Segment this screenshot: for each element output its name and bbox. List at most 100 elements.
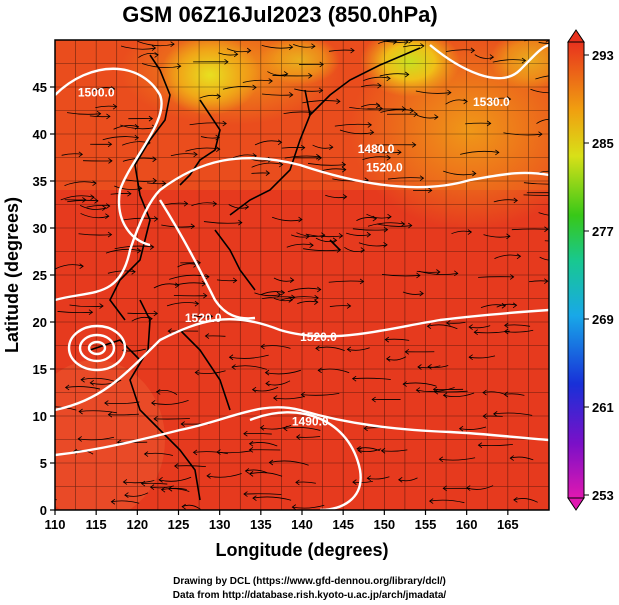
- streamline: [297, 300, 318, 304]
- streamline-arrow: [386, 75, 391, 82]
- streamline: [429, 499, 465, 504]
- streamline-arrow: [204, 333, 210, 339]
- streamline: [530, 88, 549, 94]
- streamline: [245, 469, 268, 474]
- streamline-arrow: [149, 484, 155, 490]
- streamline: [544, 240, 549, 242]
- streamline: [280, 296, 319, 301]
- streamline: [216, 279, 237, 282]
- streamline: [55, 499, 57, 501]
- streamline: [174, 282, 206, 286]
- streamline: [291, 234, 310, 238]
- streamline: [161, 224, 195, 228]
- streamline: [523, 194, 549, 196]
- streamline: [494, 254, 521, 259]
- streamline-arrow: [366, 475, 372, 482]
- colorbar-gradient: [567, 41, 585, 499]
- colorbar-tick-label: 269: [592, 312, 614, 327]
- streamline-arrow: [317, 286, 322, 293]
- streamline-arrow: [92, 180, 97, 186]
- streamline-arrow: [493, 411, 498, 417]
- streamline: [416, 387, 455, 392]
- streamline: [286, 243, 314, 248]
- streamline: [169, 274, 210, 280]
- streamline: [170, 153, 198, 157]
- streamline-arrow: [504, 322, 509, 329]
- streamline-arrow: [161, 180, 167, 187]
- streamline-arrow: [336, 98, 341, 105]
- streamline-arrow: [398, 476, 403, 483]
- streamline: [90, 379, 122, 385]
- streamline-arrow: [357, 447, 362, 454]
- streamline: [294, 88, 323, 92]
- streamline: [318, 368, 350, 374]
- streamline: [195, 370, 226, 374]
- streamline-arrow: [105, 203, 111, 209]
- streamline-arrow: [503, 391, 509, 398]
- contour-label: 1480.0: [358, 142, 395, 156]
- streamline: [150, 485, 174, 489]
- temperature-field: [55, 40, 549, 510]
- streamline-arrow: [383, 242, 388, 248]
- streamline-arrow: [107, 231, 113, 238]
- streamline-arrow: [268, 459, 274, 466]
- streamline: [261, 345, 291, 349]
- x-axis-label: Longitude (degrees): [215, 540, 388, 560]
- streamline-arrow: [175, 282, 180, 289]
- streamline: [249, 472, 283, 477]
- streamline-arrow: [288, 297, 293, 303]
- streamline-arrow: [192, 449, 198, 456]
- streamline: [166, 302, 199, 307]
- streamline-arrow: [377, 82, 382, 89]
- streamline: [296, 232, 325, 237]
- streamline-arrow: [383, 226, 389, 233]
- streamline-arrow: [105, 213, 110, 220]
- streamline-arrow: [283, 71, 289, 77]
- streamline: [261, 45, 293, 49]
- streamline-arrow: [367, 122, 373, 128]
- streamline: [443, 170, 476, 176]
- streamline-arrow: [108, 158, 113, 164]
- streamline-arrow: [427, 187, 433, 194]
- streamline: [57, 311, 93, 314]
- streamline-arrow: [473, 329, 478, 336]
- streamline-arrow: [268, 78, 273, 84]
- x-tick-label: 130: [209, 517, 231, 532]
- streamline-arrow: [206, 473, 211, 479]
- streamline: [243, 493, 282, 495]
- contour-labels: 1480.0 1520.0 1520.0 1520.0 1490.0 1530.0 1500…: [78, 85, 510, 428]
- streamline: [138, 52, 159, 58]
- x-tick-label: 150: [373, 517, 395, 532]
- streamline-arrow: [506, 233, 511, 240]
- streamline: [496, 303, 517, 308]
- streamline-arrow: [408, 222, 413, 229]
- streamline: [273, 396, 305, 400]
- streamline-arrow: [233, 51, 239, 58]
- streamline: [503, 132, 543, 136]
- streamline: [131, 316, 153, 322]
- streamline: [469, 355, 496, 359]
- streamline-arrow: [415, 387, 421, 393]
- streamline: [141, 482, 168, 485]
- streamline: [141, 63, 181, 69]
- streamline-arrow: [506, 96, 512, 102]
- chart-title: GSM 06Z16Jul2023 (850.0hPa): [122, 2, 438, 27]
- streamline: [269, 460, 309, 466]
- streamline-arrow: [107, 141, 113, 148]
- streamline: [78, 233, 112, 236]
- streamline-arrow: [360, 247, 366, 253]
- streamline-arrow: [194, 300, 200, 307]
- streamline-arrow: [538, 131, 543, 138]
- streamline: [292, 504, 325, 509]
- y-tick-label: 25: [33, 268, 47, 283]
- streamline: [123, 480, 155, 484]
- x-axis-ticks: 110 115 120 125 130 135 140 145 150 155 160 165: [45, 510, 519, 532]
- streamline: [193, 451, 228, 455]
- streamline: [312, 144, 333, 149]
- streamline-arrow: [315, 345, 320, 352]
- streamline: [144, 452, 173, 456]
- streamline: [465, 122, 491, 125]
- streamline: [156, 389, 178, 395]
- streamline: [203, 221, 242, 224]
- streamline-arrow: [512, 302, 518, 309]
